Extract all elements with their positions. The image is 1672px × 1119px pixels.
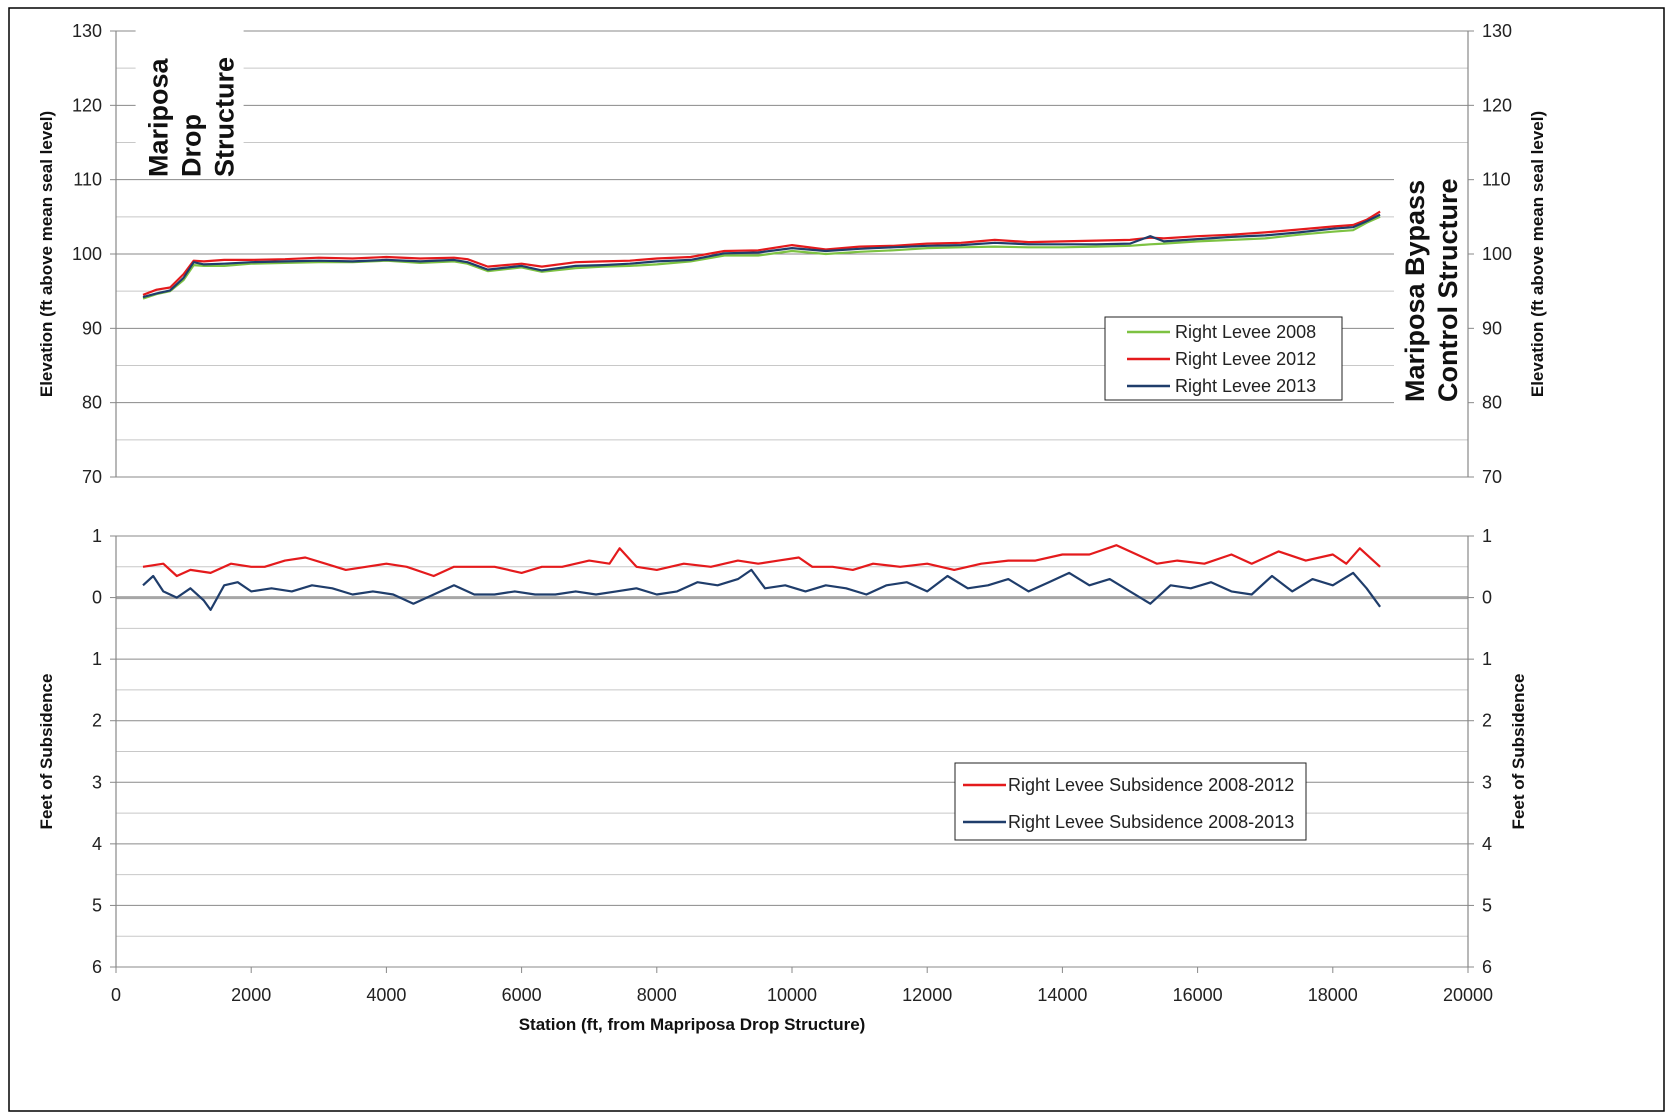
bottom-left-tick-label: 0 — [92, 588, 102, 608]
top-right-tick-label: 90 — [1482, 318, 1502, 338]
x-axis-title: Station (ft, from Mapriposa Drop Structu… — [519, 1015, 866, 1034]
top-right-tick-label: 110 — [1482, 170, 1511, 190]
top-left-tick-label: 100 — [72, 244, 102, 264]
bottom-left-tick-label: 5 — [92, 895, 102, 915]
bottom-right-tick-label: 4 — [1482, 834, 1492, 854]
x-tick-label: 16000 — [1173, 985, 1223, 1005]
x-tick-label: 14000 — [1037, 985, 1087, 1005]
x-tick-label: 10000 — [767, 985, 817, 1005]
x-tick-label: 18000 — [1308, 985, 1358, 1005]
top-legend: Right Levee 2008 Right Levee 2012 Right Le… — [1104, 316, 1343, 401]
legend-label: Right Levee Subsidence 2008-2013 — [1008, 812, 1294, 832]
top-y-axis-title: Elevation (ft above mean seal level) — [37, 111, 56, 397]
bottom-right-tick-label: 2 — [1482, 711, 1492, 731]
bottom-right-tick-label: 0 — [1482, 588, 1492, 608]
bottom-left-tick-label: 6 — [92, 957, 102, 977]
top-right-tick-label: 80 — [1482, 393, 1502, 413]
bottom-left-tick-label: 4 — [92, 834, 102, 854]
bottom-series-lines — [142, 544, 1381, 612]
bottom-right-y-axis-title: Feet of Subsidence — [1509, 674, 1528, 830]
legend-label: Right Levee 2013 — [1175, 376, 1316, 396]
series-line-right-levee-subsidence-2008-2013 — [142, 568, 1381, 612]
top-left-tick-label: 110 — [73, 170, 102, 190]
annotation-left-line: Drop — [177, 114, 207, 177]
bottom-right-tick-label: 1 — [1482, 649, 1492, 669]
legend-box — [954, 762, 1307, 841]
bottom-right-tick-label: 6 — [1482, 957, 1492, 977]
annotation-mask — [1394, 162, 1468, 408]
bottom-y-axis-title: Feet of Subsidence — [37, 674, 56, 830]
bottom-left-tick-label: 3 — [92, 772, 102, 792]
figure-border — [8, 7, 1665, 1112]
bottom-legend: Right Levee Subsidence 2008-2012 Right Le… — [954, 762, 1307, 841]
top-series-lines — [142, 210, 1381, 300]
bottom-left-tick-label: 1 — [92, 649, 102, 669]
annotation-left-line: Mariposa — [144, 58, 174, 178]
top-axes: 70 70 80 80 90 90 100 100 110 110 120 120 130 130 — [72, 21, 1512, 487]
annotation-right-line: Control Structure — [1433, 178, 1463, 402]
x-tick-label: 4000 — [366, 985, 406, 1005]
series-line-right-levee-2008 — [142, 215, 1381, 300]
legend-label: Right Levee Subsidence 2008-2012 — [1008, 775, 1294, 795]
annotation-mask — [135, 25, 244, 178]
top-left-tick-label: 130 — [72, 21, 102, 41]
top-right-y-axis-title: Elevation (ft above mean seal level) — [1528, 111, 1547, 397]
top-right-tick-label: 130 — [1482, 21, 1512, 41]
bottom-left-tick-label: 2 — [92, 711, 102, 731]
series-line-right-levee-2013 — [142, 213, 1381, 299]
legend-label: Right Levee 2012 — [1175, 349, 1316, 369]
annotation-left-line: Structure — [210, 57, 240, 177]
top-right-tick-label: 100 — [1482, 244, 1512, 264]
top-left-tick-label: 120 — [72, 95, 102, 115]
bottom-left-tick-label: 1 — [92, 526, 102, 546]
x-tick-label: 12000 — [902, 985, 952, 1005]
bottom-right-tick-label: 1 — [1482, 526, 1492, 546]
top-left-tick-label: 80 — [82, 393, 102, 413]
x-tick-label: 2000 — [231, 985, 271, 1005]
top-right-tick-label: 70 — [1482, 467, 1502, 487]
bottom-axes: 1 10 01 12 23 34 45 56 60 2000 4000 6000 8000 10000 12… — [92, 526, 1493, 1005]
top-left-tick-label: 90 — [82, 318, 102, 338]
x-tick-label: 8000 — [637, 985, 677, 1005]
series-line-right-levee-subsidence-2008-2012 — [142, 544, 1381, 578]
x-tick-label: 20000 — [1443, 985, 1493, 1005]
top-gridlines — [116, 30, 1468, 478]
x-tick-label: 6000 — [502, 985, 542, 1005]
legend-label: Right Levee 2008 — [1175, 322, 1316, 342]
bottom-right-tick-label: 3 — [1482, 772, 1492, 792]
x-tick-label: 0 — [111, 985, 121, 1005]
top-right-tick-label: 120 — [1482, 95, 1512, 115]
top-left-tick-label: 70 — [82, 467, 102, 487]
bottom-right-tick-label: 5 — [1482, 895, 1492, 915]
bottom-gridlines — [116, 535, 1468, 968]
annotation-right-line: Mariposa Bypass — [1400, 180, 1430, 402]
top-annotations: Mariposa Drop Structure Mariposa Bypass Cont… — [135, 25, 1468, 408]
series-line-right-levee-2012 — [142, 210, 1381, 296]
